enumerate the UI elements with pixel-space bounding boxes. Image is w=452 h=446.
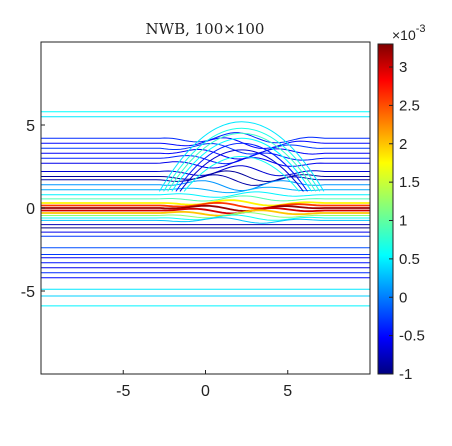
colorbar-tick-label: 0.5: [399, 251, 420, 268]
contour-arc-2: [167, 132, 317, 192]
contour-band-14: [41, 195, 370, 202]
colorbar-tick-label: 3: [399, 59, 407, 76]
y-axis: 5 0 -5: [21, 118, 45, 301]
colorbar-tick-label: -1: [399, 366, 412, 383]
colorbar-tick-label: 1: [399, 213, 407, 230]
contour-band-22: [41, 217, 370, 224]
contour-band-17: [41, 204, 370, 212]
contour-band-10: [41, 174, 370, 186]
contour-band-8: [41, 165, 370, 177]
contour-band-6: [41, 152, 370, 165]
contour-band-20: [41, 211, 370, 219]
contour-arc-4: [175, 142, 308, 192]
contour-band-13: [41, 191, 370, 198]
contour-arc-3: [171, 138, 313, 192]
contour-band-19: [41, 209, 370, 217]
colorbar: 3 2.5 2 1.5 1 0.5 0 -0.5 -1 ×10-3: [377, 23, 426, 383]
colorbar-tick-label: 0: [399, 289, 407, 306]
colorbar-ticks: 3 2.5 2 1.5 1 0.5 0 -0.5 -1: [389, 59, 425, 383]
x-tick-label: 0: [201, 383, 210, 400]
contour-band-5: [41, 148, 370, 160]
contour-lines: [41, 111, 370, 307]
colorbar-tick-label: -0.5: [399, 328, 425, 345]
contour-arc-1: [163, 127, 321, 192]
colorbar-exponent-label: ×10-3: [392, 23, 426, 43]
x-tick-label: -5: [116, 383, 130, 400]
colorbar-tick-label: 2.5: [399, 97, 420, 114]
contour-band-16: [41, 201, 370, 210]
contour-arc-6: [183, 156, 300, 192]
y-tick-label: 0: [26, 201, 35, 218]
colorbar-gradient: [377, 43, 394, 375]
y-tick-label: 5: [26, 118, 35, 135]
contour-band-2: [41, 132, 370, 144]
x-tick-label: 5: [283, 383, 292, 400]
colorbar-tick-label: 2: [399, 136, 407, 153]
contour-band-18: [41, 207, 370, 215]
chart-title: NWB, 100×100: [146, 20, 265, 38]
contour-arc-0: [158, 121, 325, 192]
colorbar-tick-label: 1.5: [399, 174, 420, 191]
x-axis: -5 0 5: [116, 370, 292, 400]
plot-area: [40, 41, 371, 375]
contour-band-7: [41, 157, 370, 169]
contour-band-4: [41, 142, 370, 155]
y-tick-label: -5: [21, 284, 35, 301]
contour-band-11: [41, 180, 370, 192]
contour-arc-5: [179, 149, 304, 192]
